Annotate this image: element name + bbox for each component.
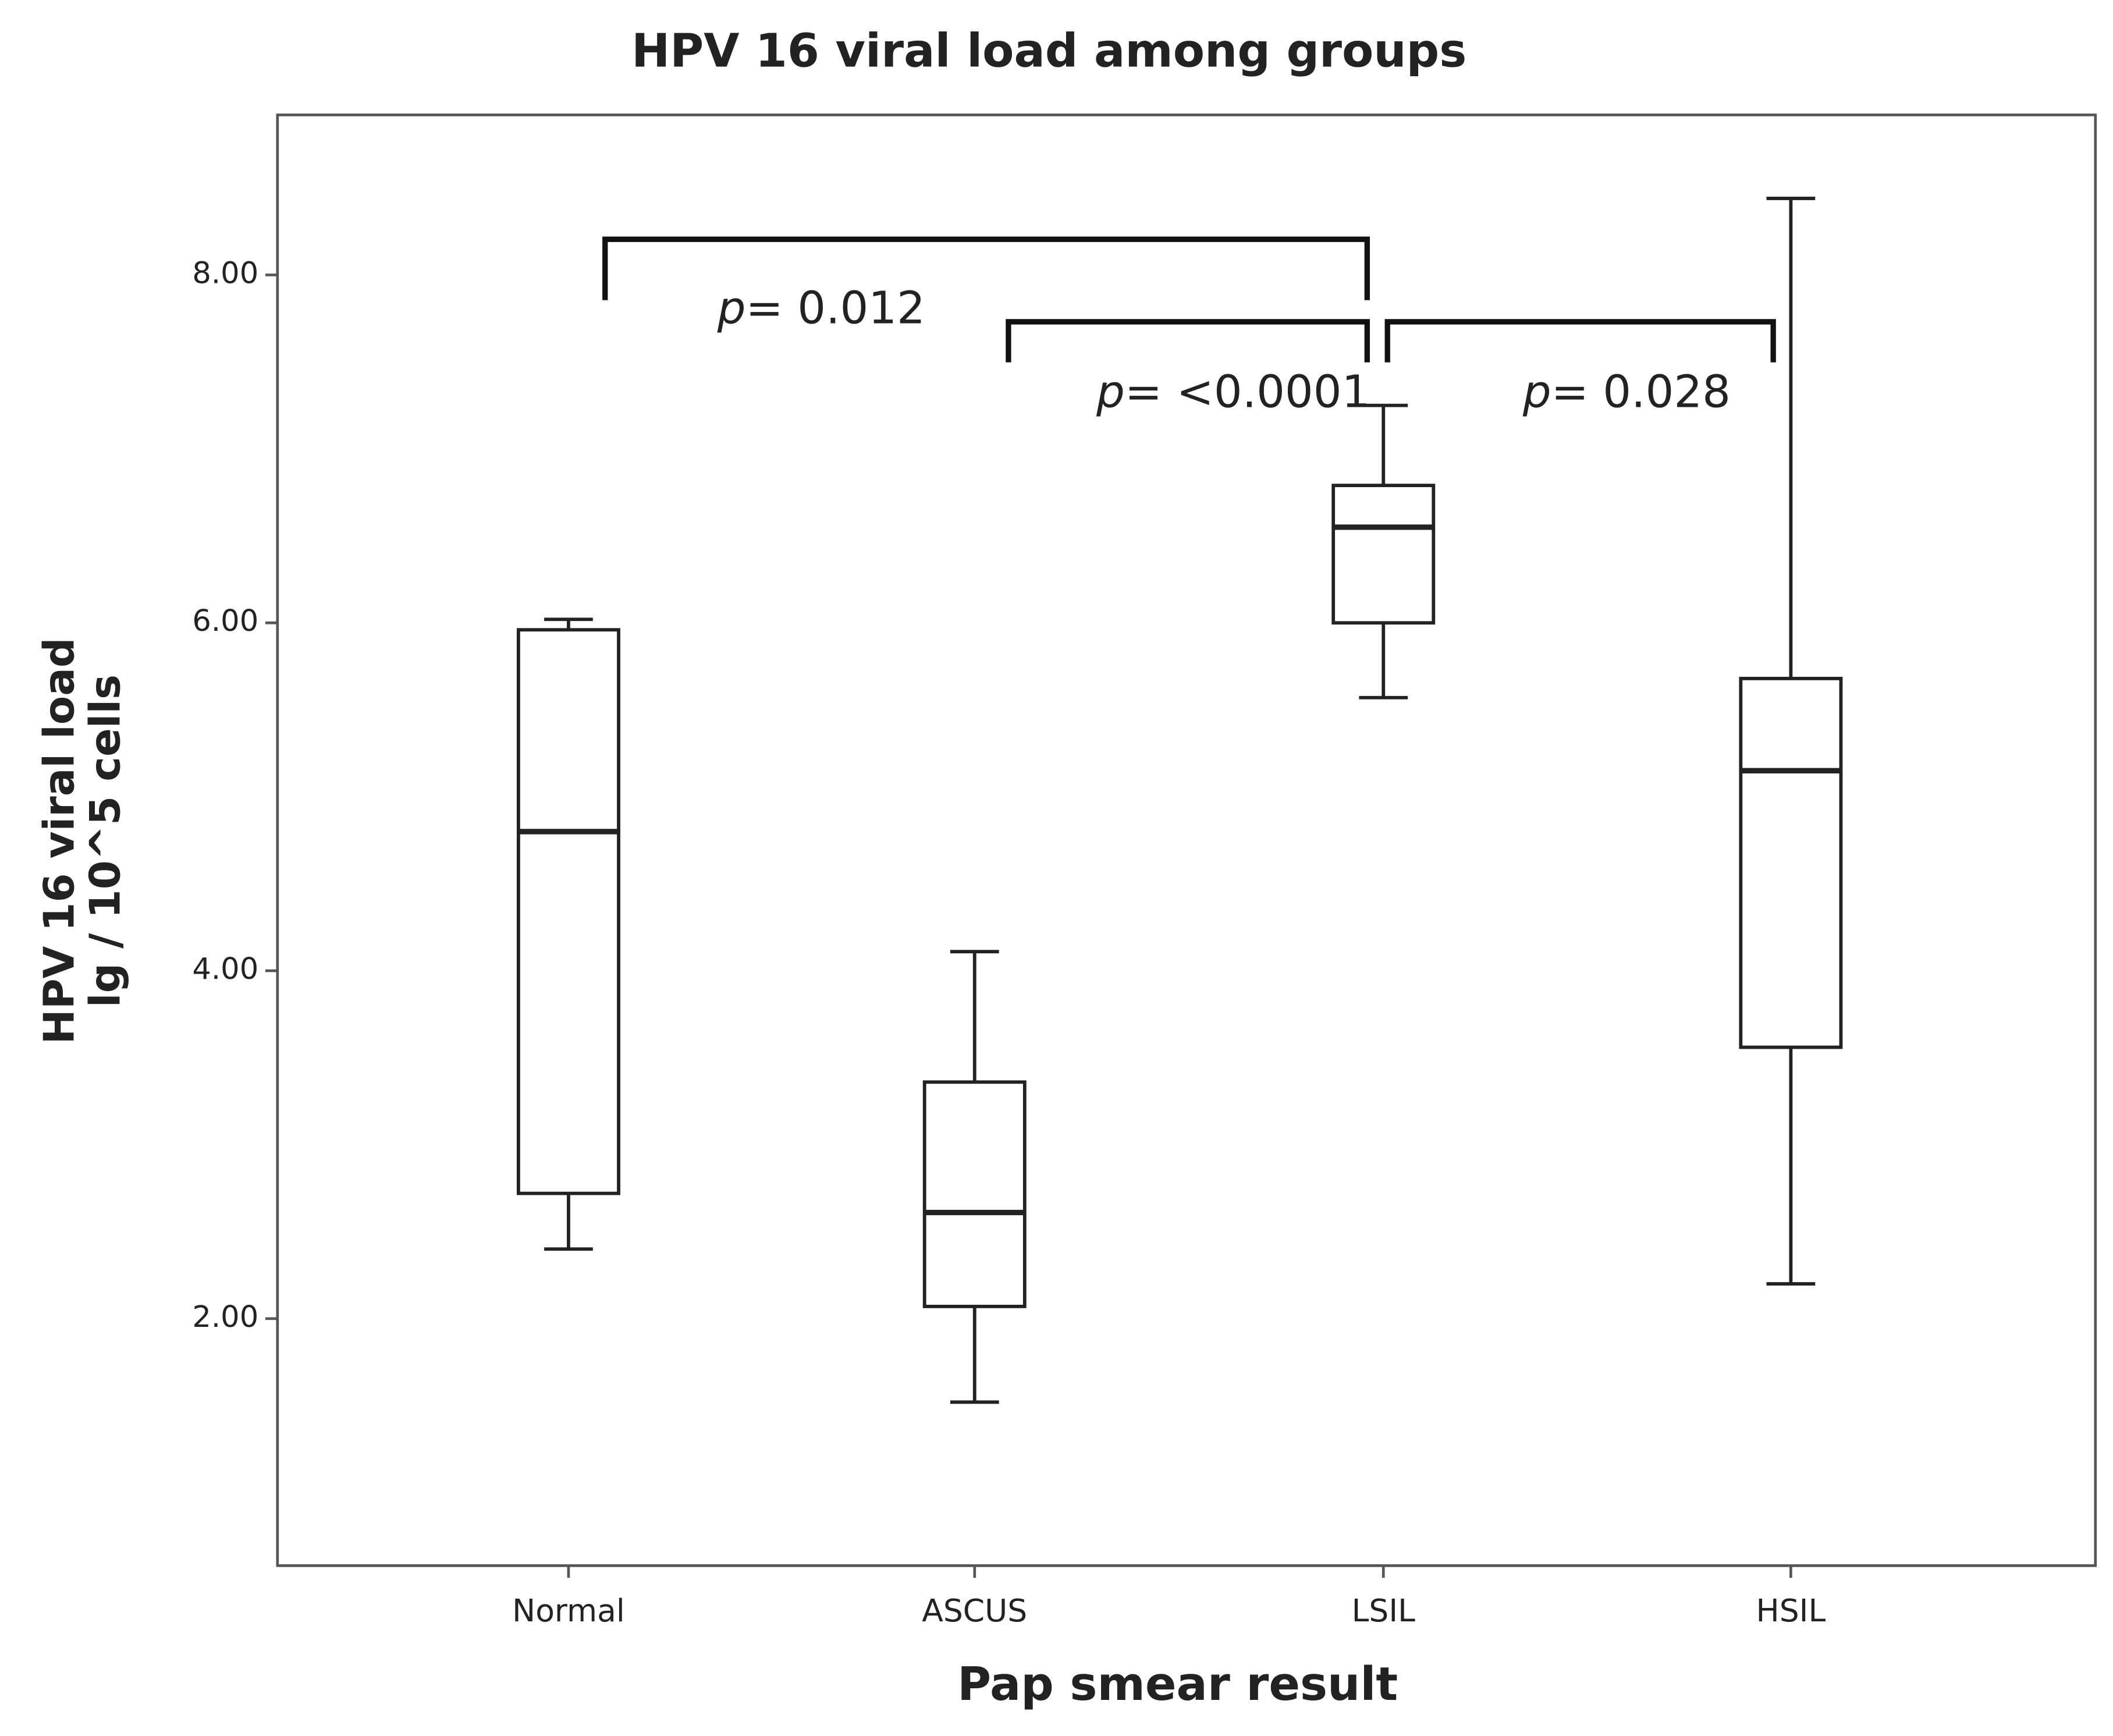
annotation: p= 0.028 [1522, 366, 1731, 418]
bracket [1384, 319, 1776, 363]
y-axis-label: HPV 16 viral load [35, 638, 84, 1045]
annotation-text: = 0.028 [1551, 366, 1731, 418]
annotation: p= <0.0001 [1096, 366, 1370, 418]
box [516, 628, 620, 1195]
y-tick-label: 4.00 [192, 952, 258, 986]
bracket [1006, 319, 1370, 363]
chart-title: HPV 16 viral load among groups [631, 24, 1466, 77]
annotation-text: = <0.0001 [1125, 366, 1370, 418]
bracket [602, 236, 1370, 300]
y-axis-label: lg / 10^5 cells [81, 674, 130, 1007]
x-axis-label: Pap smear result [957, 1657, 1398, 1711]
annotation-italic: p [1522, 366, 1551, 418]
annotation-text: = 0.012 [746, 282, 925, 334]
annotation: p= 0.012 [717, 282, 925, 334]
y-tick-label: 2.00 [192, 1300, 258, 1334]
box [1739, 676, 1843, 1049]
x-tick-label: ASCUS [922, 1592, 1027, 1629]
x-tick-label: LSIL [1352, 1592, 1416, 1629]
annotation-italic: p [1096, 366, 1125, 418]
y-tick-label: 6.00 [192, 604, 258, 638]
box [922, 1080, 1027, 1308]
x-tick-label: HSIL [1756, 1592, 1826, 1629]
y-tick-label: 8.00 [192, 256, 258, 290]
annotation-italic: p [717, 282, 746, 334]
x-tick-label: Normal [512, 1592, 625, 1629]
plot-frame [276, 113, 2097, 1567]
box [1331, 484, 1436, 625]
